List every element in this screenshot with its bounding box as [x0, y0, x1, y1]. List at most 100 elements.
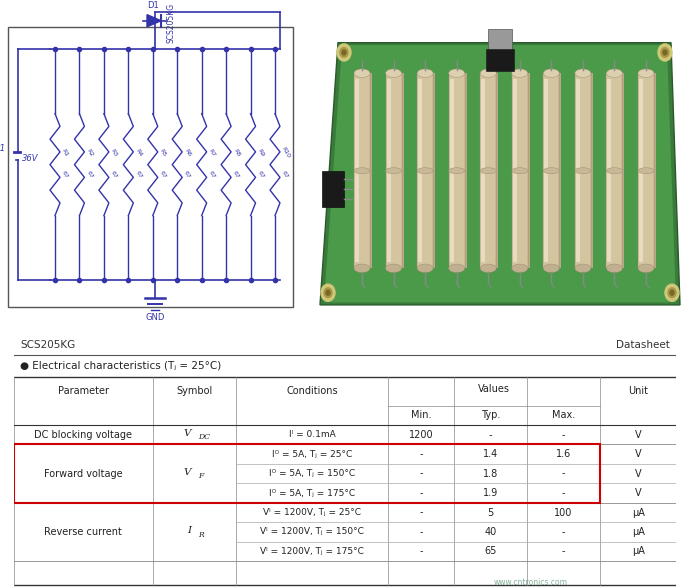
- Text: Datasheet: Datasheet: [615, 340, 669, 350]
- Text: Min.: Min.: [411, 410, 431, 420]
- Ellipse shape: [448, 168, 464, 174]
- Bar: [356, 73, 372, 268]
- Polygon shape: [147, 15, 161, 27]
- Text: V: V: [635, 488, 642, 498]
- Text: 1.8: 1.8: [483, 469, 498, 479]
- Bar: [576, 79, 580, 262]
- Ellipse shape: [575, 168, 591, 174]
- Bar: [512, 73, 528, 268]
- Text: -: -: [420, 546, 423, 556]
- Text: V: V: [635, 469, 642, 479]
- Ellipse shape: [354, 168, 370, 174]
- Ellipse shape: [543, 264, 560, 273]
- Circle shape: [661, 48, 669, 57]
- Text: μA: μA: [631, 507, 644, 517]
- Text: R8: R8: [232, 148, 241, 157]
- Text: R: R: [197, 530, 204, 539]
- Text: Reverse current: Reverse current: [44, 527, 122, 537]
- Ellipse shape: [386, 69, 402, 78]
- Circle shape: [324, 288, 332, 298]
- Ellipse shape: [480, 264, 496, 273]
- Bar: [386, 73, 402, 268]
- Text: 67: 67: [159, 170, 167, 179]
- Text: SCS205KG: SCS205KG: [167, 2, 176, 42]
- Ellipse shape: [417, 69, 433, 78]
- Ellipse shape: [638, 69, 654, 78]
- Bar: [8, 27, 293, 308]
- Bar: [607, 79, 611, 262]
- Bar: [514, 73, 530, 268]
- Text: F: F: [197, 472, 203, 480]
- Circle shape: [326, 290, 330, 295]
- Polygon shape: [320, 43, 680, 305]
- Text: D1: D1: [147, 1, 159, 10]
- Text: -: -: [562, 430, 565, 440]
- Ellipse shape: [607, 168, 622, 174]
- Bar: [480, 73, 496, 268]
- Text: 67: 67: [257, 170, 265, 179]
- Text: Iᴼ = 5A, Tⱼ = 175°C: Iᴼ = 5A, Tⱼ = 175°C: [269, 489, 355, 497]
- Text: -: -: [562, 546, 565, 556]
- Text: R10: R10: [281, 146, 291, 159]
- Text: Unit: Unit: [628, 386, 648, 396]
- Ellipse shape: [480, 168, 496, 174]
- Ellipse shape: [575, 69, 591, 78]
- Text: Conditions: Conditions: [286, 386, 337, 396]
- Text: ● Electrical characteristics (Tⱼ = 25°C): ● Electrical characteristics (Tⱼ = 25°C): [21, 360, 221, 370]
- Ellipse shape: [354, 264, 370, 273]
- Bar: [14, 445, 600, 503]
- Text: 5: 5: [488, 507, 494, 517]
- Text: 67: 67: [281, 170, 289, 179]
- Text: R1: R1: [61, 148, 70, 157]
- Text: R9: R9: [257, 148, 265, 157]
- Ellipse shape: [512, 264, 528, 273]
- Ellipse shape: [386, 264, 402, 273]
- Bar: [639, 79, 643, 262]
- Circle shape: [342, 50, 346, 55]
- Text: Vᴵ = 1200V, Tⱼ = 25°C: Vᴵ = 1200V, Tⱼ = 25°C: [263, 508, 361, 517]
- Bar: [354, 73, 370, 268]
- Ellipse shape: [417, 168, 433, 174]
- Ellipse shape: [638, 264, 654, 273]
- Text: -: -: [420, 449, 423, 459]
- Text: -: -: [562, 488, 565, 498]
- Text: 67: 67: [86, 170, 94, 179]
- Text: 65: 65: [484, 546, 497, 556]
- Text: -: -: [562, 469, 565, 479]
- Text: GND: GND: [146, 313, 165, 322]
- Text: Vᴵ = 1200V, Tⱼ = 175°C: Vᴵ = 1200V, Tⱼ = 175°C: [260, 547, 364, 556]
- Bar: [488, 29, 512, 51]
- Circle shape: [321, 284, 335, 301]
- Bar: [386, 79, 391, 262]
- Text: -: -: [489, 430, 493, 440]
- Text: R3: R3: [110, 148, 119, 157]
- Text: -: -: [420, 469, 423, 479]
- Text: DC blocking voltage: DC blocking voltage: [34, 430, 132, 440]
- Text: 67: 67: [184, 170, 192, 179]
- Text: V: V: [635, 430, 642, 440]
- Text: R5: R5: [159, 148, 167, 157]
- Text: Vᴵ = 1200V, Tⱼ = 150°C: Vᴵ = 1200V, Tⱼ = 150°C: [260, 527, 364, 536]
- Bar: [419, 73, 435, 268]
- Text: -: -: [562, 527, 565, 537]
- Text: 1.9: 1.9: [483, 488, 498, 498]
- Text: SCS205KG: SCS205KG: [21, 340, 76, 350]
- Ellipse shape: [512, 168, 528, 174]
- Text: Parameter: Parameter: [58, 386, 109, 396]
- Text: Typ.: Typ.: [481, 410, 500, 420]
- Text: 67: 67: [61, 170, 69, 179]
- Bar: [482, 73, 498, 268]
- Ellipse shape: [638, 168, 654, 174]
- Bar: [607, 73, 622, 268]
- Bar: [609, 73, 624, 268]
- Bar: [513, 79, 517, 262]
- Ellipse shape: [354, 69, 370, 78]
- Bar: [322, 171, 344, 208]
- Bar: [577, 73, 593, 268]
- Text: 1.6: 1.6: [556, 449, 571, 459]
- Bar: [448, 73, 464, 268]
- Bar: [355, 79, 359, 262]
- Ellipse shape: [448, 264, 464, 273]
- Ellipse shape: [480, 69, 496, 78]
- Bar: [418, 79, 422, 262]
